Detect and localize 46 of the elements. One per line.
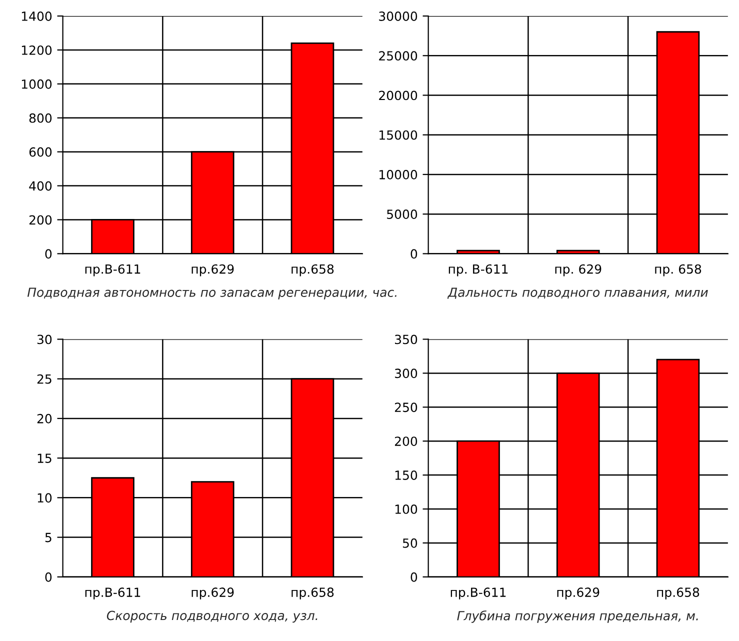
x-tick-label: пр.В-611 — [450, 588, 506, 600]
y-tick-label: 0 — [410, 249, 418, 259]
y-tick-label: 150 — [395, 470, 418, 480]
y-tick-label: 400 — [29, 181, 52, 191]
y-tick-label: 1200 — [22, 45, 52, 55]
y-tick-label: 600 — [29, 147, 52, 157]
x-tick-label: пр.В-611 — [85, 264, 140, 276]
x-tick-label: пр.658 — [657, 588, 700, 600]
x-tick-label: пр.629 — [557, 588, 600, 600]
x-tick-label: пр. В-611 — [448, 264, 508, 276]
y-tick-label: 250 — [394, 402, 418, 412]
y-tick-label: 30 — [37, 334, 52, 344]
x-tick-label: пр.658 — [292, 588, 334, 600]
y-tick-label: 25 — [37, 374, 52, 384]
y-tick-label: 10 — [38, 493, 52, 503]
y-tick-label: 100 — [395, 504, 418, 514]
y-tick-label: 15000 — [380, 130, 418, 140]
y-tick-label: 15 — [38, 454, 52, 463]
x-axis-title: Дальность подводного плавания, мили — [447, 288, 708, 299]
x-tick-label: пр. 658 — [655, 264, 702, 276]
x-tick-label: пр.629 — [192, 588, 234, 600]
x-axis-title: Подводная автономность по запасам регенерации, час. — [27, 288, 396, 300]
x-axis-title: Глубина погружения предельная, м. — [457, 610, 698, 623]
y-tick-label: 30000 — [379, 11, 418, 21]
y-tick-label: 0 — [45, 249, 52, 259]
x-axis-title: Скорость подводного хода, узл. — [106, 610, 318, 623]
x-tick-label: пр.629 — [192, 264, 234, 276]
y-tick-label: 50 — [402, 538, 418, 548]
y-tick-label: 300 — [394, 368, 418, 378]
y-tick-label: 1000 — [22, 79, 52, 89]
y-tick-label: 800 — [29, 113, 52, 123]
x-tick-label: пр.В-611 — [85, 588, 140, 600]
x-tick-label: пр. 629 — [555, 264, 602, 276]
y-tick-label: 200 — [394, 436, 418, 446]
y-tick-label: 0 — [410, 572, 418, 582]
y-tick-label: 1400 — [22, 11, 52, 21]
y-tick-label: 20 — [37, 414, 52, 424]
y-tick-label: 10000 — [380, 170, 418, 180]
y-tick-label: 0 — [45, 572, 52, 582]
y-tick-label: 200 — [29, 215, 52, 225]
y-tick-label: 20000 — [379, 90, 418, 100]
y-tick-label: 5000 — [387, 210, 418, 219]
y-tick-label: 350 — [394, 334, 418, 344]
y-tick-label: 5 — [45, 532, 52, 542]
x-tick-label: пр.658 — [292, 264, 334, 276]
y-tick-label: 25000 — [379, 51, 418, 61]
